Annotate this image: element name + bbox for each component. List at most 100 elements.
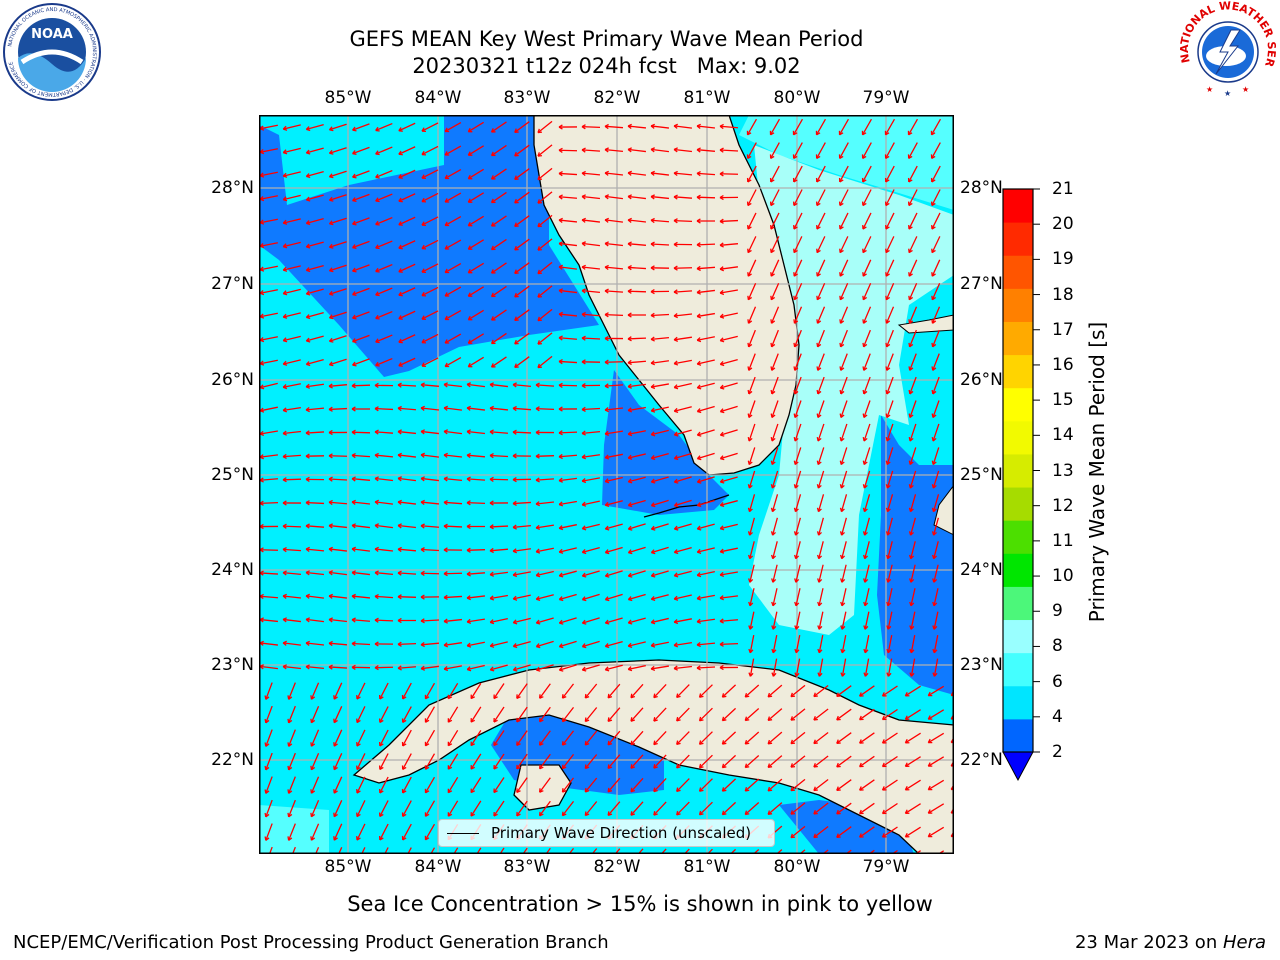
land-bahamas	[897, 314, 954, 334]
wave-arrow	[927, 826, 945, 838]
wave-arrow	[489, 454, 509, 458]
wave-arrow	[697, 499, 715, 507]
wave-arrow	[772, 611, 778, 630]
wave-arrow	[444, 263, 462, 273]
wave-arrow-head	[862, 531, 868, 536]
wave-arrow-head	[627, 619, 633, 625]
wave-arrow-head	[305, 173, 311, 179]
wave-arrow-head	[908, 366, 914, 371]
wave-arrow-head	[398, 150, 403, 156]
wave-arrow	[630, 754, 644, 769]
wave-arrow	[514, 168, 530, 180]
wave-arrow-head	[514, 245, 519, 251]
wave-arrow-head	[282, 125, 288, 131]
wave-arrow-head	[512, 500, 517, 506]
wave-arrow-head	[421, 197, 427, 203]
wave-arrow	[839, 282, 849, 301]
wave-arrow-head	[467, 221, 473, 227]
wave-arrow-head	[493, 811, 498, 817]
wave-arrow	[402, 753, 412, 770]
wave-arrow-head	[719, 123, 724, 130]
wave-arrow-head	[447, 741, 453, 747]
wave-arrow-head	[673, 525, 679, 531]
wave-arrow	[882, 755, 898, 768]
wave-arrow	[374, 501, 394, 505]
wave-arrow	[537, 238, 553, 251]
wave-arrow-head	[747, 272, 752, 277]
wave-arrow	[674, 429, 692, 436]
wave-arrow	[468, 333, 484, 344]
wave-arrow	[885, 142, 895, 159]
wave-arrow	[351, 595, 371, 599]
wave-arrow-head	[398, 268, 403, 273]
wave-arrow	[581, 337, 601, 340]
wave-arrow-head	[673, 313, 678, 319]
wave-arrow-head	[466, 476, 471, 482]
wave-arrow	[352, 146, 370, 155]
wave-arrow	[328, 407, 348, 411]
wave-arrow	[839, 165, 849, 183]
wave-arrow	[931, 282, 941, 301]
wave-arrow-head	[259, 664, 264, 670]
wave-arrow-head	[375, 361, 380, 367]
wave-arrow-head	[886, 648, 892, 654]
wave-arrow	[402, 823, 412, 841]
wave-arrow-head	[696, 502, 702, 508]
wave-arrow-head	[444, 198, 450, 203]
wave-arrow	[468, 192, 484, 203]
wave-arrow-head	[352, 361, 357, 367]
wave-arrow	[351, 478, 371, 481]
wave-arrow-head	[862, 295, 868, 301]
wave-arrow	[398, 146, 416, 155]
wave-arrow	[375, 193, 393, 202]
wave-arrow-head	[397, 546, 402, 553]
wave-arrow-head	[747, 366, 753, 371]
wave-arrow	[673, 172, 693, 176]
lon-tick-top: 81°W	[683, 88, 731, 108]
wave-arrow-head	[328, 406, 333, 412]
wave-arrow	[420, 665, 440, 670]
wave-arrow	[291, 846, 296, 854]
wave-arrow	[537, 355, 553, 369]
wave-arrow	[283, 147, 301, 154]
wave-arrow	[310, 752, 320, 771]
wave-arrow	[516, 753, 528, 770]
wave-arrow	[931, 165, 941, 183]
wave-arrow-head	[698, 693, 704, 698]
wave-arrow-head	[927, 715, 933, 720]
wave-arrow-head	[676, 787, 681, 793]
wave-arrow	[697, 570, 715, 577]
wave-arrow-head	[352, 291, 357, 296]
wave-arrow	[558, 313, 578, 317]
wave-arrow	[559, 664, 577, 671]
wave-arrow-head	[467, 151, 473, 156]
wave-arrow-head	[444, 151, 450, 156]
wave-arrow	[767, 708, 783, 721]
wave-arrow-head	[839, 295, 845, 301]
wave-arrow	[720, 405, 738, 413]
wave-arrow	[260, 289, 278, 294]
wave-arrow	[863, 423, 871, 442]
wave-arrow-head	[719, 618, 724, 624]
wave-arrow-head	[558, 596, 564, 602]
wave-arrow-head	[931, 484, 937, 489]
wave-arrow	[908, 236, 918, 253]
wave-arrow	[305, 501, 325, 505]
wave-arrow-head	[839, 389, 845, 395]
wave-arrow-head	[466, 547, 471, 553]
wave-arrow	[489, 407, 509, 411]
wave-arrow	[398, 334, 416, 343]
wave-arrow	[605, 664, 623, 671]
wave-arrow-head	[489, 382, 494, 388]
wave-arrow-head	[470, 788, 476, 794]
wave-arrow	[887, 658, 893, 677]
wave-arrow-head	[397, 405, 402, 412]
wave-arrow-head	[398, 127, 403, 132]
wave-arrow-head	[816, 295, 822, 301]
sea-period-8-9	[749, 145, 954, 635]
wave-arrow	[537, 120, 553, 134]
wave-arrow	[260, 312, 278, 318]
wave-arrow	[356, 682, 366, 700]
wave-arrow-head	[374, 570, 379, 576]
wave-arrow	[333, 753, 343, 770]
